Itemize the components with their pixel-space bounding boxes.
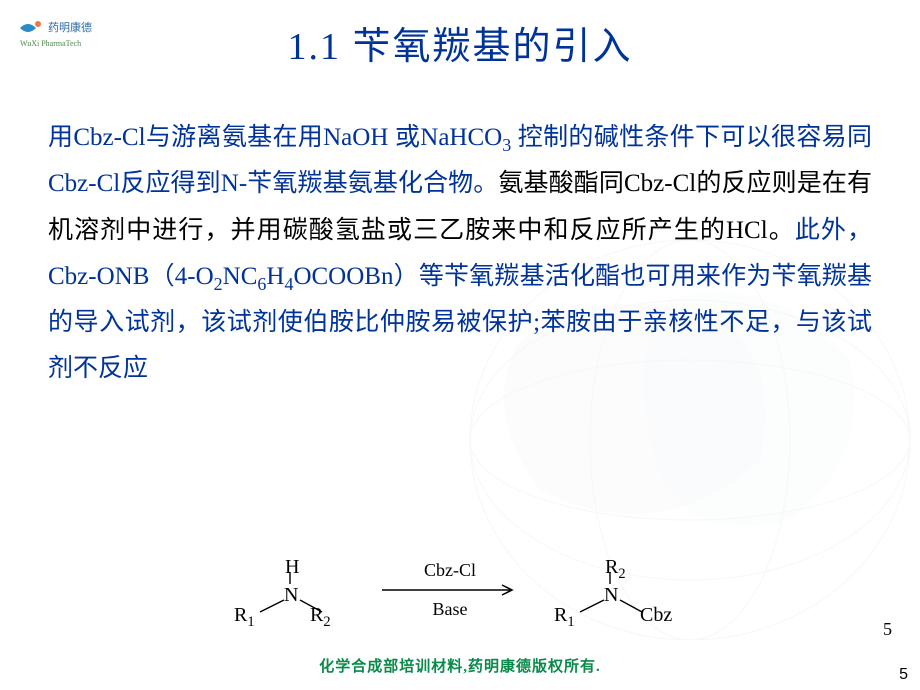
reaction-arrow: Cbz-Cl Base	[380, 560, 520, 620]
body-p3c: H	[266, 263, 284, 290]
reactant-right: R2	[310, 604, 331, 627]
slide-body: 用Cbz-Cl与游离氨基在用NaOH 或NaHCO3 控制的碱性条件下可以很容易…	[0, 70, 920, 393]
reaction-scheme: H N R1 R2 Cbz-Cl Base R2 N R1 Cbz	[0, 550, 920, 630]
logo-text-en: WuXi PharmaTech	[20, 40, 81, 48]
body-p3-sub1: 2	[214, 274, 223, 294]
product-molecule: R2 N R1 Cbz	[550, 550, 690, 630]
product-right: Cbz	[640, 604, 672, 627]
arrow-top-label: Cbz-Cl	[424, 560, 476, 581]
reactant-center: N	[284, 584, 298, 607]
body-p1a: 用Cbz-Cl与游离氨基在用NaOH 或NaHCO	[48, 124, 502, 151]
body-p1a-sub: 3	[502, 135, 511, 155]
reactant-left: R1	[234, 604, 255, 627]
inner-page-number: 5	[883, 619, 892, 640]
body-p3b: NC	[223, 263, 258, 290]
product-left: R1	[554, 604, 575, 627]
product-center: N	[604, 584, 618, 607]
thumbnail-page-number: 5	[899, 666, 908, 684]
arrow-icon	[380, 583, 520, 597]
reactant-molecule: H N R1 R2	[230, 550, 350, 630]
arrow-bottom-label: Base	[433, 599, 468, 620]
logo-text-cn: 药明康德	[48, 23, 92, 34]
product-top: R2	[605, 556, 626, 579]
slide-title: 1.1 苄氧羰基的引入	[0, 0, 920, 70]
logo-icon	[18, 18, 44, 38]
company-logo: 药明康德 WuXi PharmaTech	[18, 18, 92, 48]
footer-text: 化学合成部培训材料,药明康德版权所有.	[0, 655, 920, 676]
reactant-top: H	[285, 556, 299, 579]
